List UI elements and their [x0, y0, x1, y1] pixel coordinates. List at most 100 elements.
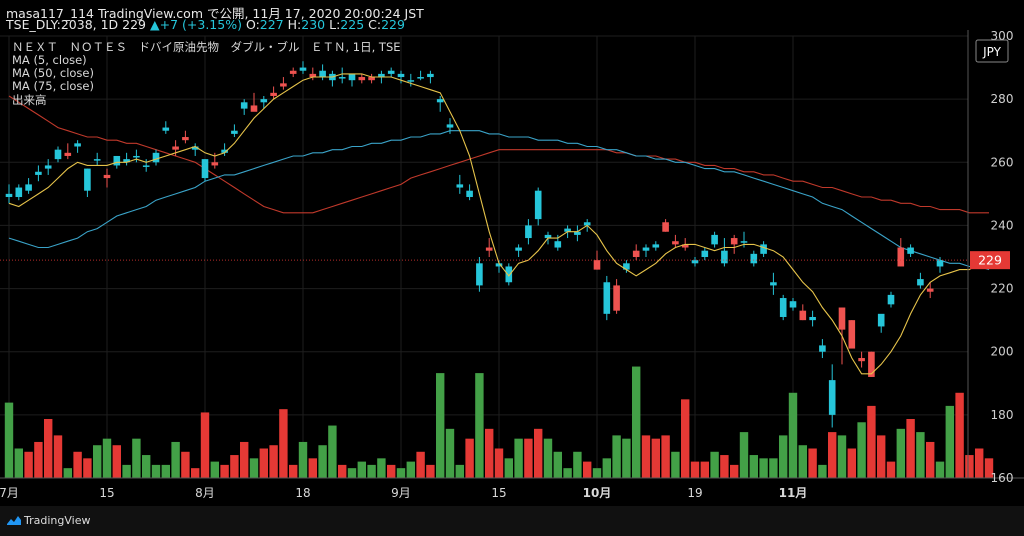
tradingview-logo-icon [7, 516, 21, 525]
ma50-line [8, 130, 990, 271]
legend-ma5[interactable]: MA (5, close) [12, 53, 87, 67]
candle-body [515, 247, 522, 251]
time-tick-label: 9月 [391, 486, 411, 500]
candle-body [378, 73, 385, 78]
candle-body [721, 250, 728, 264]
candle-body [819, 345, 826, 352]
candle-body [642, 247, 650, 251]
volume-bar [975, 448, 984, 478]
volume-bar [808, 448, 817, 478]
legend-ma50[interactable]: MA (50, close) [12, 66, 94, 80]
volume-bar [151, 464, 161, 478]
candle-body [691, 260, 699, 264]
candle-body [917, 279, 924, 286]
candle-body [858, 358, 865, 362]
volume-bar [602, 458, 611, 478]
last-price: 229 [122, 17, 147, 32]
time-tick-label: 7月 [0, 486, 19, 500]
volume-bar [592, 468, 602, 478]
volume-bar [514, 438, 523, 478]
legend-volume[interactable]: 出来高 [12, 93, 47, 107]
candle-body [250, 105, 258, 112]
volume-bar [63, 468, 72, 478]
candle-body [358, 77, 366, 81]
price-tick-label: 200 [991, 345, 1014, 359]
volume-bar [965, 455, 974, 478]
volume-bar [4, 402, 14, 478]
ma75-line [8, 95, 989, 214]
candle-body [319, 70, 326, 78]
candle-body [368, 77, 375, 81]
candle-body [407, 80, 415, 82]
candle-body [123, 159, 130, 163]
candle-body [779, 298, 787, 317]
volume-bar [426, 464, 435, 478]
candle-body [760, 244, 767, 254]
volume-bar [877, 435, 886, 478]
volume-bar [769, 458, 778, 478]
candle-body [35, 171, 42, 175]
candle-body [711, 234, 718, 245]
candle-body [84, 168, 91, 191]
volume-bar [867, 405, 876, 478]
last-price-box [970, 251, 1010, 270]
candle-body [828, 380, 836, 415]
volume-bar [641, 435, 651, 478]
volume-bar [142, 455, 151, 478]
volume-bar [857, 422, 866, 478]
close-value: 229 [381, 17, 405, 32]
candle-body [436, 99, 444, 103]
candle-body [662, 222, 669, 232]
candle-body [730, 238, 738, 245]
volume-bar [249, 458, 259, 478]
candle-body [907, 247, 914, 254]
candle-body [93, 159, 101, 161]
time-tick-label: 18 [295, 486, 310, 500]
volume-bar [818, 464, 827, 478]
volume-bar [524, 438, 533, 478]
candle-body [15, 187, 23, 198]
volume-bar [700, 461, 709, 478]
footer-bar [0, 506, 1024, 536]
candle-body [632, 250, 640, 257]
volume-bar [465, 438, 474, 478]
candle-body [525, 225, 532, 239]
candle-body [397, 73, 405, 78]
currency-box [975, 39, 1009, 63]
candle-body [505, 266, 513, 283]
low-value: 225 [340, 17, 365, 32]
volume-bar [416, 451, 425, 478]
candle-body [613, 285, 620, 311]
candle-body [191, 146, 199, 150]
candle-body [348, 73, 356, 81]
candle-body [270, 92, 277, 96]
legend-ma75[interactable]: MA (75, close) [12, 79, 94, 93]
candle-body [54, 149, 62, 160]
volume-bar [269, 445, 278, 478]
candle-body [485, 247, 493, 251]
candle-body [868, 351, 875, 377]
volume-bar [259, 448, 268, 478]
volume-bar [739, 432, 749, 478]
volume-bar [837, 435, 847, 478]
volume-bar [984, 458, 994, 478]
volume-bar [475, 373, 484, 478]
candle-body [593, 260, 601, 270]
candle-body [789, 301, 797, 308]
volume-bar [651, 438, 660, 478]
volume-bar [504, 458, 513, 478]
candle-body [809, 316, 816, 321]
candle-body [897, 247, 905, 267]
time-tick-label: 8月 [195, 486, 215, 500]
volume-bar [710, 451, 719, 478]
volume-bar [847, 448, 856, 478]
volume-bar [730, 464, 739, 478]
candle-body [544, 234, 552, 239]
candle-body [877, 313, 885, 327]
volume-bar [357, 461, 366, 478]
volume-bar [122, 464, 131, 478]
candle-body [299, 67, 307, 71]
volume-bar [798, 445, 807, 478]
volume-bar [73, 451, 82, 478]
